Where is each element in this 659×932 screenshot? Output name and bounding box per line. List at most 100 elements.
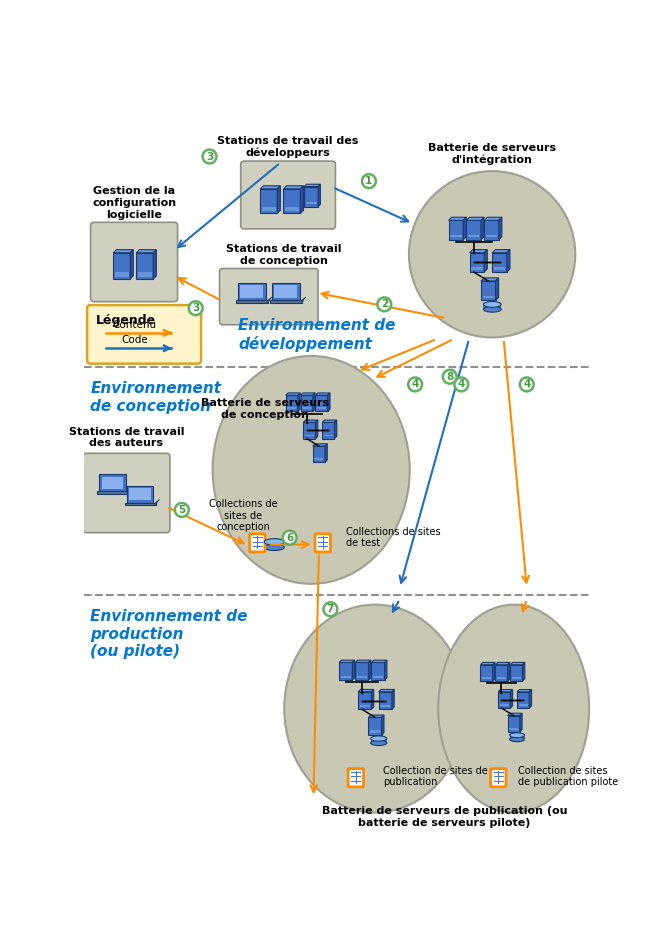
Ellipse shape <box>371 736 387 741</box>
Polygon shape <box>100 474 126 491</box>
Polygon shape <box>313 393 315 412</box>
Polygon shape <box>484 250 487 272</box>
Polygon shape <box>129 488 151 500</box>
Polygon shape <box>303 420 318 422</box>
Polygon shape <box>156 500 159 505</box>
Polygon shape <box>493 663 495 681</box>
Polygon shape <box>385 660 387 680</box>
Polygon shape <box>136 253 154 279</box>
Bar <box>509 735 525 739</box>
FancyBboxPatch shape <box>90 223 177 302</box>
Text: 2: 2 <box>381 299 388 309</box>
Ellipse shape <box>484 302 501 308</box>
Polygon shape <box>507 250 510 272</box>
Polygon shape <box>360 705 370 707</box>
Bar <box>371 738 387 743</box>
Polygon shape <box>322 420 337 422</box>
Polygon shape <box>313 446 325 462</box>
Polygon shape <box>306 201 316 204</box>
FancyBboxPatch shape <box>348 769 364 787</box>
Polygon shape <box>298 393 301 412</box>
Polygon shape <box>241 285 264 298</box>
Polygon shape <box>523 663 525 681</box>
Circle shape <box>443 370 457 384</box>
Circle shape <box>188 301 202 315</box>
Polygon shape <box>470 253 484 272</box>
Text: Batterie de serveurs de publication (ou
batterie de serveurs pilote): Batterie de serveurs de publication (ou … <box>322 806 567 828</box>
Polygon shape <box>277 185 280 213</box>
Ellipse shape <box>213 356 410 583</box>
Polygon shape <box>335 420 337 439</box>
Text: Stations de travail des
développeurs: Stations de travail des développeurs <box>217 136 358 158</box>
Ellipse shape <box>484 307 501 312</box>
Text: Collection de sites de
publication: Collection de sites de publication <box>383 765 488 788</box>
Circle shape <box>455 377 469 391</box>
Polygon shape <box>484 217 502 220</box>
Polygon shape <box>357 676 367 678</box>
Polygon shape <box>355 663 368 680</box>
Polygon shape <box>303 422 316 439</box>
Polygon shape <box>274 285 297 298</box>
Polygon shape <box>370 731 380 733</box>
Polygon shape <box>470 250 487 253</box>
Polygon shape <box>314 459 324 460</box>
Polygon shape <box>301 185 304 213</box>
Text: Batterie de serveurs
de conception: Batterie de serveurs de conception <box>201 398 329 419</box>
Polygon shape <box>260 185 280 189</box>
Text: 6: 6 <box>286 533 293 542</box>
Polygon shape <box>372 660 387 663</box>
Polygon shape <box>368 718 382 735</box>
Circle shape <box>175 503 188 517</box>
Ellipse shape <box>438 605 589 813</box>
Polygon shape <box>379 690 394 692</box>
Text: Légende: Légende <box>96 314 156 327</box>
Bar <box>125 502 156 505</box>
Polygon shape <box>510 690 513 708</box>
Polygon shape <box>481 217 484 240</box>
Polygon shape <box>313 444 328 446</box>
Polygon shape <box>301 393 315 395</box>
Polygon shape <box>499 217 502 240</box>
Polygon shape <box>318 185 320 207</box>
Ellipse shape <box>264 539 284 545</box>
Polygon shape <box>113 253 130 279</box>
Polygon shape <box>154 250 156 279</box>
Polygon shape <box>285 207 299 212</box>
Polygon shape <box>519 704 528 706</box>
Polygon shape <box>372 663 385 680</box>
Text: 3: 3 <box>192 303 199 313</box>
Polygon shape <box>520 713 522 732</box>
Polygon shape <box>304 186 318 207</box>
Circle shape <box>409 171 575 337</box>
Text: Stations de travail
de conception: Stations de travail de conception <box>227 244 342 266</box>
Polygon shape <box>136 250 156 253</box>
Ellipse shape <box>371 740 387 746</box>
Circle shape <box>283 530 297 544</box>
Text: 5: 5 <box>178 505 185 514</box>
Polygon shape <box>341 676 351 678</box>
Polygon shape <box>481 281 496 300</box>
Polygon shape <box>260 189 277 213</box>
Text: Environnement de
développement: Environnement de développement <box>238 319 395 352</box>
Polygon shape <box>283 185 304 189</box>
FancyBboxPatch shape <box>315 534 330 552</box>
Polygon shape <box>510 665 523 681</box>
Polygon shape <box>468 235 480 238</box>
Polygon shape <box>380 705 390 707</box>
Polygon shape <box>305 434 314 436</box>
Polygon shape <box>494 267 505 269</box>
Text: 3: 3 <box>206 152 213 161</box>
Ellipse shape <box>509 733 525 737</box>
Text: Collections de
sites de
conception: Collections de sites de conception <box>209 499 277 532</box>
Circle shape <box>378 297 391 311</box>
Text: Environnement
de conception: Environnement de conception <box>90 381 221 414</box>
Polygon shape <box>482 295 494 298</box>
Text: Batterie de serveurs
d'intégration: Batterie de serveurs d'intégration <box>428 143 556 165</box>
Text: Collection de sites
de publication pilote: Collection de sites de publication pilot… <box>517 765 617 788</box>
Polygon shape <box>486 235 498 238</box>
Polygon shape <box>463 217 467 240</box>
Ellipse shape <box>284 605 466 813</box>
Polygon shape <box>358 690 374 692</box>
Polygon shape <box>467 217 484 220</box>
Polygon shape <box>285 393 301 395</box>
